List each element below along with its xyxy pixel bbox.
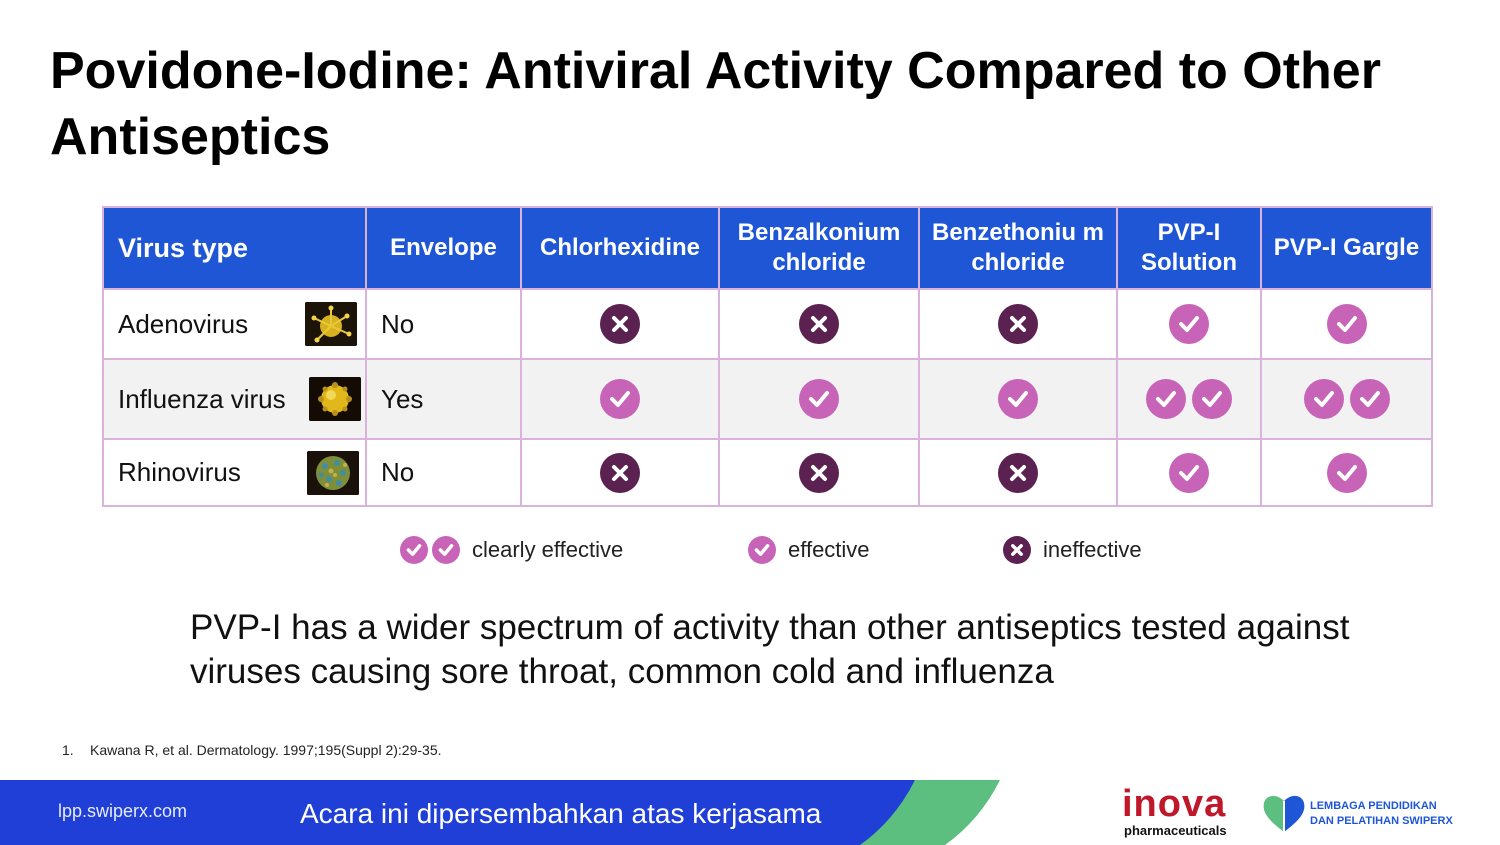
adenovirus-image	[305, 302, 357, 346]
envelope-cell: Yes	[365, 358, 522, 440]
inova-logo-subtext: pharmaceuticals	[1124, 823, 1227, 838]
header-chlorhexidine: Chlorhexidine	[520, 206, 720, 290]
ineffective-icon	[998, 452, 1038, 493]
ineffective-icon	[998, 304, 1038, 344]
virus-cell: Influenza virus	[102, 358, 367, 440]
result-cell	[718, 438, 920, 507]
footer-banner	[0, 780, 1000, 845]
header-virus-type: Virus type	[102, 206, 367, 290]
result-cell	[1260, 358, 1433, 440]
result-cell	[918, 438, 1118, 507]
result-cell	[718, 288, 920, 360]
effective-check-icon	[748, 536, 776, 564]
result-cell	[1260, 438, 1433, 507]
ineffective-icon	[600, 452, 640, 493]
envelope-cell: No	[365, 438, 522, 507]
effective-check-icon	[998, 379, 1038, 419]
table-row: Adenovirus No	[102, 288, 1433, 360]
result-cell	[1116, 288, 1262, 360]
effective-check-icon	[1192, 379, 1232, 419]
legend: clearly effective effective ineffective	[0, 532, 1500, 568]
partner-line-1: LEMBAGA PENDIDIKAN	[1310, 800, 1437, 812]
summary-text: PVP-I has a wider spectrum of activity t…	[190, 608, 1350, 691]
rhinovirus-image	[307, 450, 359, 495]
result-cell	[520, 358, 720, 440]
virus-name: Adenovirus	[118, 308, 249, 339]
antiviral-comparison-table: Virus type Envelope Chlorhexidine Benzal…	[102, 206, 1433, 507]
legend-label: ineffective	[1043, 537, 1142, 562]
legend-ineffective: ineffective	[1003, 532, 1142, 568]
ineffective-icon	[1003, 536, 1031, 564]
influenza-virus-image	[309, 377, 361, 421]
heart-logo-icon	[1263, 795, 1305, 832]
header-pvp-i-solution: PVP-I Solution	[1116, 206, 1262, 290]
effective-check-icon	[400, 536, 428, 564]
header-benzalkonium-chloride: Benzalkonium chloride	[718, 206, 920, 290]
ineffective-icon	[799, 304, 839, 344]
effective-check-icon	[1169, 452, 1209, 493]
reference: 1. Kawana R, et al. Dermatology. 1997;195…	[62, 742, 442, 758]
reference-text: Kawana R, et al. Dermatology. 1997;195(S…	[90, 742, 442, 758]
header-benzethonium-chloride: Benzethoniu m chloride	[918, 206, 1118, 290]
result-cell	[918, 288, 1118, 360]
legend-label: effective	[788, 537, 870, 562]
ineffective-icon	[799, 452, 839, 493]
virus-name: Rhinovirus	[118, 457, 241, 487]
legend-clearly-effective: clearly effective	[400, 532, 623, 568]
table-row: Influenza virus Yes	[102, 358, 1433, 440]
legend-label: clearly effective	[472, 537, 624, 562]
effective-check-icon	[600, 379, 640, 419]
effective-check-icon	[1146, 379, 1186, 419]
result-cell	[520, 438, 720, 507]
reference-number: 1.	[62, 742, 74, 758]
header-envelope: Envelope	[365, 206, 522, 290]
effective-check-icon	[1326, 304, 1367, 344]
effective-check-icon	[1326, 452, 1367, 493]
result-cell	[1116, 358, 1262, 440]
footer: lpp.swiperx.com Acara ini dipersembahkan…	[0, 780, 1500, 845]
inova-logo: inova pharmaceuticals	[1122, 783, 1252, 841]
slide-title: Povidone-Iodine: Antiviral Activity Comp…	[50, 42, 1381, 166]
result-cell	[918, 358, 1118, 440]
envelope-cell: No	[365, 288, 522, 360]
inova-logo-text: inova	[1122, 783, 1227, 825]
result-cell	[520, 288, 720, 360]
result-cell	[718, 358, 920, 440]
legend-effective: effective	[748, 532, 870, 568]
swiperx-partner-logo: LEMBAGA PENDIDIKAN DAN PELATIHAN SWIPERX	[1262, 792, 1482, 838]
footer-url: lpp.swiperx.com	[58, 801, 188, 821]
virus-cell: Rhinovirus	[102, 438, 367, 507]
effective-check-icon	[1349, 379, 1390, 419]
table-row: Rhinovirus No	[102, 438, 1433, 507]
footer-message: Acara ini dipersembahkan atas kerjasama	[300, 798, 822, 829]
effective-check-icon	[1303, 379, 1344, 419]
result-cell	[1116, 438, 1262, 507]
ineffective-icon	[600, 304, 640, 344]
effective-check-icon	[1169, 304, 1209, 344]
virus-cell: Adenovirus	[102, 288, 367, 360]
result-cell	[1260, 288, 1433, 360]
effective-check-icon	[432, 536, 460, 564]
effective-check-icon	[799, 379, 839, 419]
header-pvp-i-gargle: PVP-I Gargle	[1260, 206, 1433, 290]
virus-name: Influenza virus	[118, 383, 286, 414]
partner-line-2: DAN PELATIHAN SWIPERX	[1310, 815, 1453, 827]
table-header-row: Virus type Envelope Chlorhexidine Benzal…	[102, 206, 1433, 290]
